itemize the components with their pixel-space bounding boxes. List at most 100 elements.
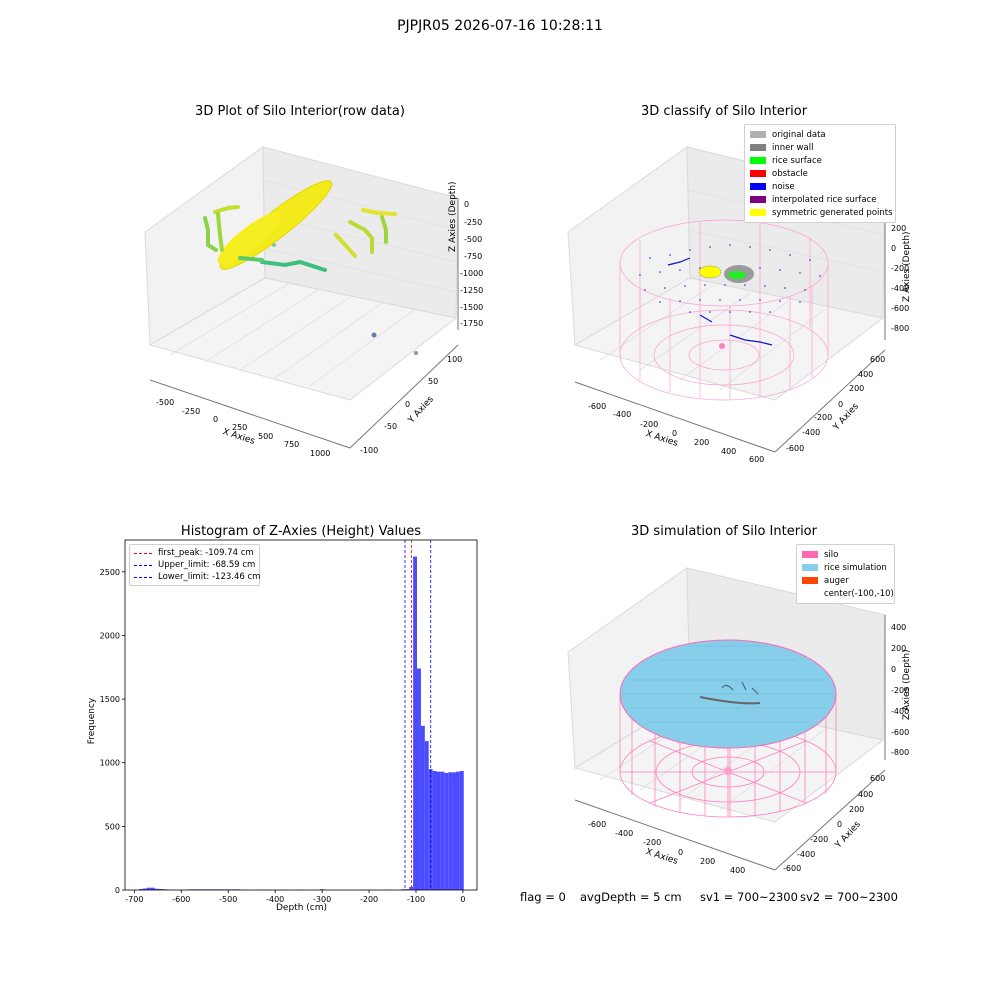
histogram-xtick-label: -100 xyxy=(407,895,425,904)
classify-xtick: -400 xyxy=(613,410,632,419)
legend-swatch xyxy=(802,577,818,584)
classify-noise-line xyxy=(667,257,691,266)
classify-ytick: 0 xyxy=(838,400,844,409)
legend-swatch xyxy=(750,144,766,151)
simulation-silo-wireframe xyxy=(619,695,837,818)
simulation-auger-shadow xyxy=(699,696,761,705)
simulation-plot-title: 3D simulation of Silo Interior xyxy=(631,524,817,539)
simulation-xtick: 400 xyxy=(730,866,746,875)
legend-swatch xyxy=(750,131,766,138)
legend-item: inner wall xyxy=(750,141,890,154)
classify-symmetric-points xyxy=(698,265,722,279)
legend-label: noise xyxy=(772,181,795,192)
raw-left-pane xyxy=(144,146,266,346)
histogram-bar xyxy=(217,889,222,890)
raw-ztick: -1250 xyxy=(460,286,484,295)
histogram-frame xyxy=(124,539,478,891)
simulation-ztick: 200 xyxy=(891,644,907,653)
histogram-ytick-label: 2500 xyxy=(100,568,120,577)
raw-ztick: -1000 xyxy=(460,269,484,278)
legend-line xyxy=(134,552,152,554)
histogram-xtick-label: -200 xyxy=(360,895,378,904)
legend-label: Lower_limit: -123.46 cm xyxy=(158,572,261,582)
histogram-ytick-label: 1500 xyxy=(100,695,120,704)
simulation-legend: silo rice simulation auger center(-100,-… xyxy=(796,544,895,604)
raw-ztick: -1500 xyxy=(460,303,484,312)
raw-ytick: 100 xyxy=(447,355,463,364)
histogram-ytick-label: 1000 xyxy=(100,759,120,768)
histogram-bar xyxy=(158,888,163,890)
classify-ytick: -600 xyxy=(786,444,805,453)
histogram-bar xyxy=(319,889,324,890)
raw-ztick: -1750 xyxy=(460,319,484,328)
legend-label: interpolated rice surface xyxy=(772,194,877,205)
histogram-xtick-label: -600 xyxy=(172,895,190,904)
histogram-bar xyxy=(444,772,449,890)
legend-swatch xyxy=(750,196,766,203)
status-avg-depth: avgDepth = 5 cm xyxy=(580,890,682,904)
legend-item: Lower_limit: -123.46 cm xyxy=(134,571,260,583)
legend-label: silo xyxy=(824,549,839,560)
histogram-bar xyxy=(139,888,143,890)
histogram-bar xyxy=(146,887,151,890)
simulation-ztick: 400 xyxy=(891,623,907,632)
legend-item: original data xyxy=(750,128,890,141)
classify-noise-line xyxy=(699,314,713,323)
raw-xtick: 500 xyxy=(258,432,274,441)
legend-item: symmetric generated points xyxy=(750,206,893,219)
legend-item: rice simulation xyxy=(802,561,889,574)
legend-label: symmetric generated points xyxy=(772,207,893,218)
legend-label: obstacle xyxy=(772,168,808,179)
histogram-bar xyxy=(440,771,445,890)
legend-swatch xyxy=(750,157,766,164)
raw-y-axis xyxy=(349,344,459,449)
raw-ytick: 0 xyxy=(405,400,411,409)
legend-label: auger xyxy=(824,575,849,586)
simulation-silo-center xyxy=(724,767,732,775)
classify-xtick: -200 xyxy=(640,420,659,429)
status-flag: flag = 0 xyxy=(520,890,566,904)
raw-outlier-point xyxy=(371,332,377,338)
raw-line-left-b xyxy=(213,205,240,214)
simulation-ytick: 0 xyxy=(837,820,843,829)
raw-line-right-b xyxy=(348,220,374,254)
simulation-ztick: -600 xyxy=(891,728,910,737)
classify-noise-line xyxy=(729,334,773,346)
classify-noise-grid xyxy=(639,244,821,313)
legend-label: first_peak: -109.74 cm xyxy=(158,548,254,558)
simulation-ztick: -800 xyxy=(891,748,910,757)
histogram-x-label: Depth (cm) xyxy=(276,903,328,913)
histogram-ytick-label: 2000 xyxy=(100,631,120,640)
simulation-xtick: 200 xyxy=(700,857,716,866)
legend-item: interpolated rice surface xyxy=(750,193,890,206)
histogram-bar xyxy=(413,556,418,890)
histogram-bar xyxy=(455,771,460,890)
raw-ztick: -250 xyxy=(464,218,483,227)
raw-ytick: 50 xyxy=(428,377,439,386)
histogram-bar xyxy=(201,889,206,890)
legend-label: rice simulation xyxy=(824,562,887,573)
histogram-bar xyxy=(193,889,198,890)
histogram-bar xyxy=(405,889,410,890)
simulation-xtick: -600 xyxy=(588,820,607,829)
legend-swatch xyxy=(802,564,818,571)
classify-plot-title: 3D classify of Silo Interior xyxy=(640,104,808,119)
raw-xtick: -500 xyxy=(156,398,175,407)
raw-xtick: 750 xyxy=(284,440,300,449)
histogram-bar xyxy=(428,769,433,890)
histogram-ytick-label: 500 xyxy=(105,822,120,831)
histogram-bar xyxy=(448,772,453,890)
legend-item: Upper_limit: -68.59 cm xyxy=(134,559,255,571)
raw-outlier-point xyxy=(272,243,276,247)
simulation-ztick: -400 xyxy=(891,707,910,716)
legend-label: original data xyxy=(772,129,826,140)
histogram-bar xyxy=(232,889,237,890)
legend-line xyxy=(134,576,152,578)
histogram-ytick-label: 0 xyxy=(115,886,120,895)
raw-z-label: Z Axies (Depth) xyxy=(448,181,458,252)
simulation-ytick: -200 xyxy=(810,835,829,844)
classify-ztick: -200 xyxy=(891,264,910,273)
histogram-y-label: Frequency xyxy=(87,697,97,745)
histogram-bar xyxy=(432,771,437,890)
histogram-bar xyxy=(154,888,159,890)
